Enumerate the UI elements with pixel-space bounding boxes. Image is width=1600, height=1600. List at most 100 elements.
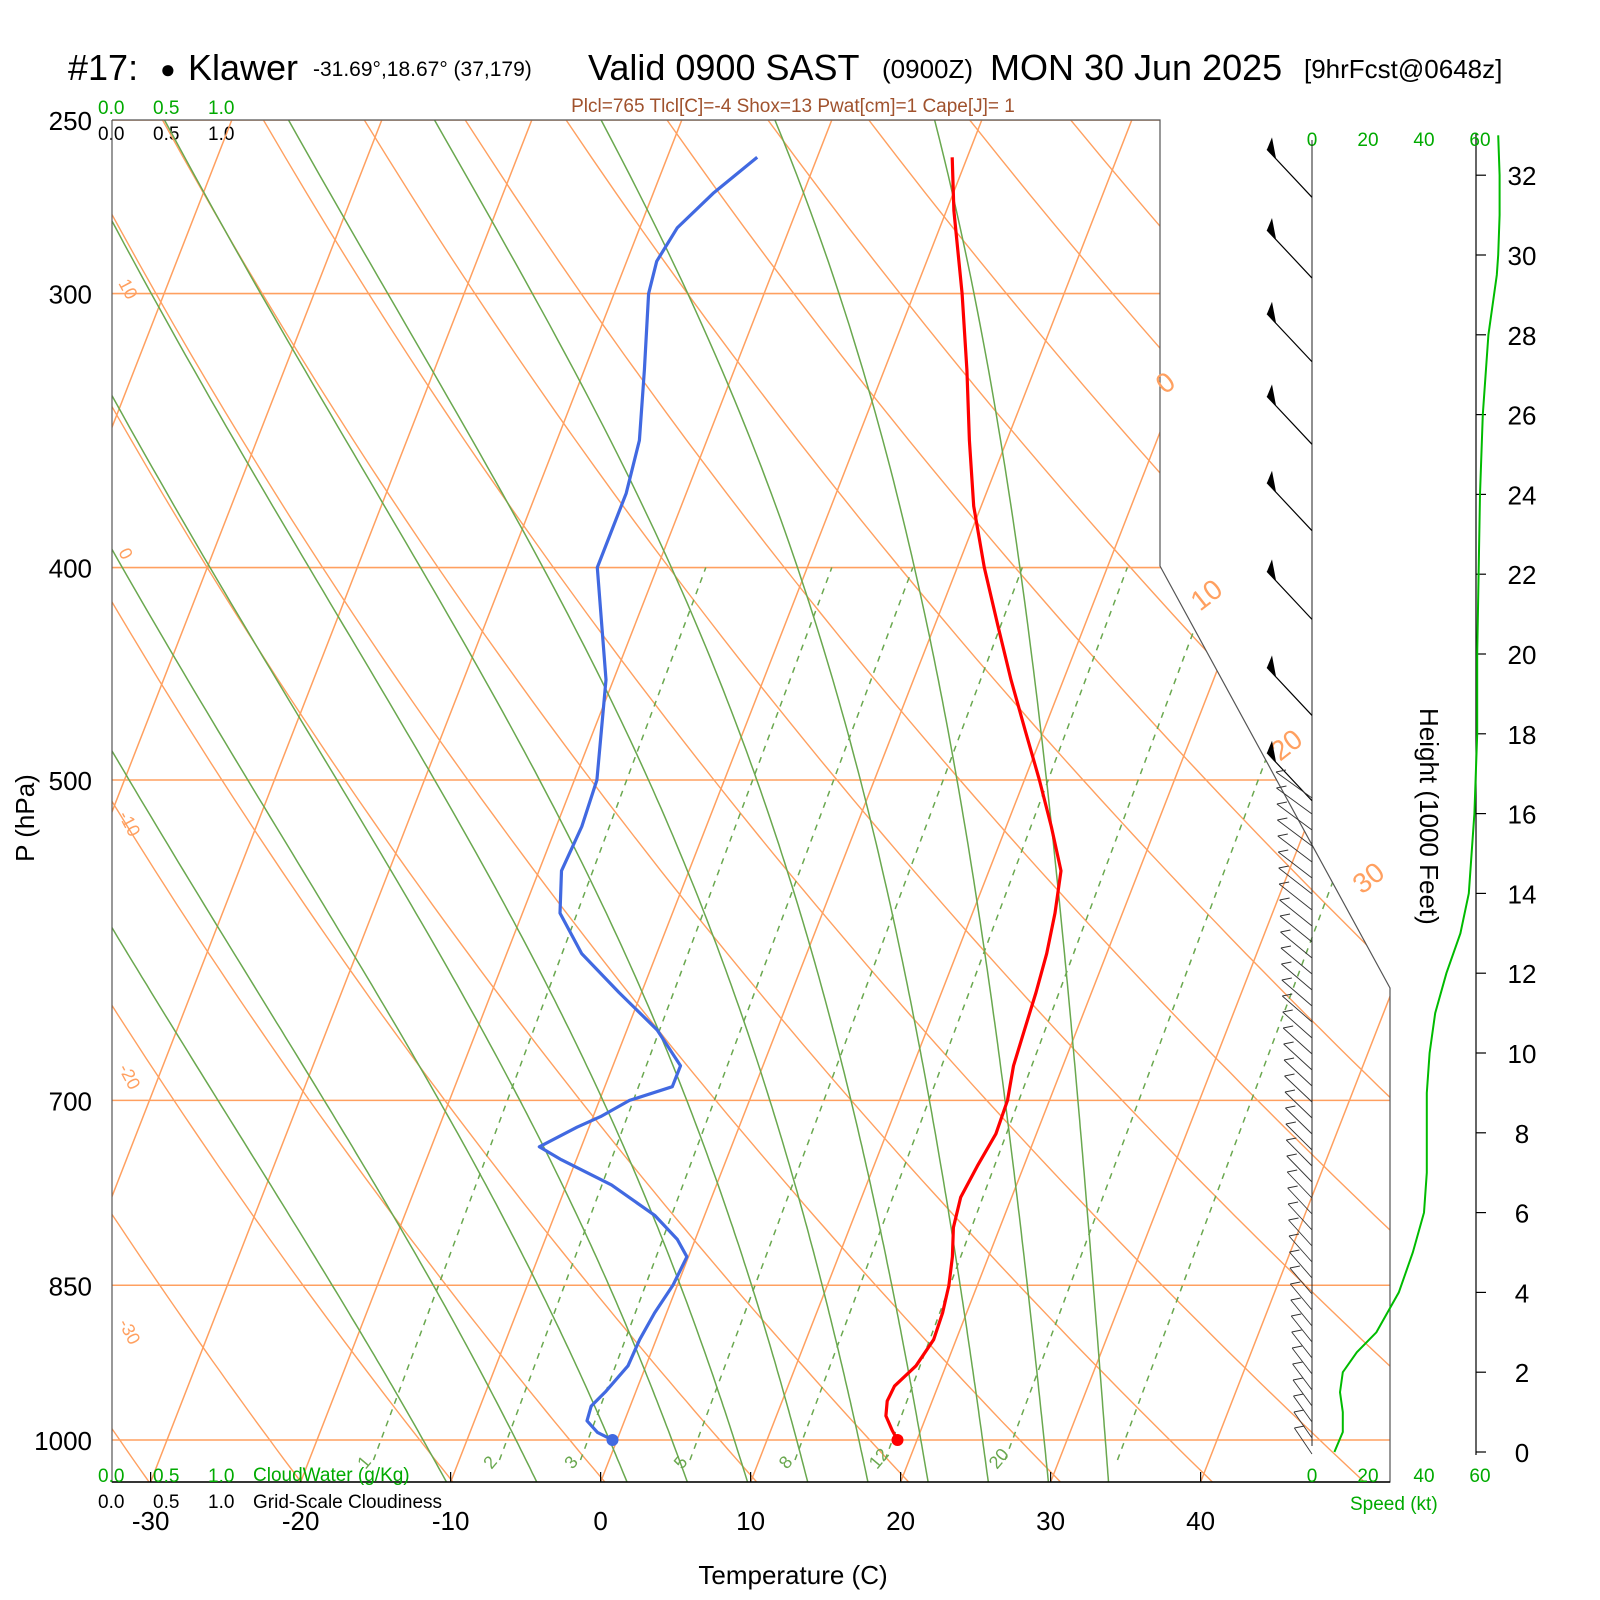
surface-temperature-marker	[891, 1434, 904, 1446]
mixing-ratio-label: 5	[670, 1452, 692, 1473]
mixing-ratio-label: 2	[479, 1452, 501, 1473]
wind-barb	[1284, 1091, 1313, 1119]
wind-barb	[1282, 1027, 1313, 1055]
zulu-time: (0900Z)	[882, 54, 973, 84]
x-tick-label: 20	[886, 1506, 915, 1536]
dewpoint-profile	[537, 156, 759, 1442]
pressure-tick-label: 300	[49, 280, 92, 310]
wind-barb-feather	[1283, 1057, 1295, 1061]
wind-barb	[1293, 1411, 1313, 1439]
height-tick-label: 20	[1508, 640, 1537, 670]
isotherm-label: -20	[114, 1060, 144, 1092]
wind-barb	[1266, 395, 1313, 445]
dry-adiabat	[1138, 120, 1390, 1482]
wind-barb	[1280, 931, 1313, 959]
wind-barb-feather	[1279, 897, 1290, 901]
wind-barb-feather	[1289, 1265, 1300, 1269]
dry-adiabat	[112, 120, 305, 1482]
wind-barb-feather	[1278, 849, 1289, 853]
moist-adiabat	[143, 120, 810, 1482]
chart-header: #17: ● Klawer -31.69°,18.67° (37,179) Va…	[68, 47, 1502, 117]
dry-adiabat	[639, 120, 1390, 1482]
wind-barb-feather	[1288, 1217, 1299, 1221]
wind-barb	[1281, 995, 1313, 1023]
wind-barb	[1278, 867, 1313, 895]
wind-barb	[1281, 979, 1313, 1007]
isotherm-label: 0	[114, 544, 136, 562]
wind-barb-feather	[1291, 1329, 1302, 1333]
wind-barb-feather	[1287, 1185, 1298, 1189]
wind-barb-flag	[1267, 470, 1276, 492]
wind-barb	[1266, 148, 1313, 198]
speed-tick-label: 60	[1469, 1466, 1490, 1487]
wind-barb	[1279, 915, 1313, 943]
wind-barb	[1288, 1219, 1313, 1247]
surface-dewpoint-marker	[606, 1434, 619, 1446]
wind-barb	[1293, 1427, 1313, 1455]
wind-barb-flag	[1267, 137, 1276, 159]
wind-barb	[1266, 667, 1313, 716]
wind-barb	[1285, 1123, 1313, 1151]
cloudwater-tick: 0.0	[98, 1466, 124, 1487]
wind-barb-flag	[1267, 384, 1276, 406]
wind-barb-feather	[1291, 1313, 1302, 1317]
moist-adiabat	[112, 120, 450, 1482]
cloudwater-tick: 0.5	[153, 1466, 179, 1487]
dry-adiabat	[112, 120, 610, 1482]
isotherm	[112, 120, 383, 1482]
pressure-tick-label: 700	[49, 1086, 92, 1116]
y-axis-title: P (hPa)	[10, 774, 40, 862]
wind-barb	[1286, 1155, 1313, 1183]
dry-adiabat	[539, 120, 1390, 1482]
mixing-ratio-line	[579, 567, 914, 1461]
wind-barb	[1290, 1315, 1313, 1343]
mixing-ratio-line	[794, 567, 1129, 1461]
wind-barb	[1278, 883, 1313, 911]
wind-barb-feather	[1281, 977, 1292, 981]
wind-panel: 0246810121416182022242628303200202040406…	[1266, 130, 1537, 1515]
x-tick-label: 40	[1186, 1506, 1215, 1536]
wind-barb-feather	[1290, 1281, 1301, 1285]
cloudwater-tick: 0.0	[98, 98, 124, 119]
isotherm	[749, 120, 1283, 1482]
wind-barb-feather	[1290, 1297, 1301, 1301]
wind-barb	[1282, 1011, 1313, 1039]
wind-barb-feather	[1292, 1377, 1304, 1381]
cloudiness-tick: 0.0	[98, 1492, 124, 1513]
x-tick-label: 10	[736, 1506, 765, 1536]
mixing-ratio-label: 8	[775, 1452, 797, 1473]
wind-barb-feather	[1288, 1233, 1300, 1237]
wind-barb	[1289, 1283, 1313, 1311]
height-tick-label: 28	[1508, 321, 1537, 351]
wind-barb	[1275, 771, 1313, 799]
isotherm	[449, 120, 983, 1482]
plot-border	[111, 119, 1391, 1483]
wind-barb	[1266, 570, 1313, 620]
wind-barb-feather	[1284, 1073, 1295, 1077]
wind-barb-feather	[1292, 1345, 1303, 1349]
wind-barb	[1285, 1107, 1313, 1135]
wind-barb-feather	[1288, 1201, 1299, 1205]
dry-adiabat	[112, 120, 457, 1482]
wind-barb-feather	[1293, 1393, 1304, 1397]
moist-adiabat	[112, 120, 750, 1482]
wind-barb-feather	[1277, 817, 1288, 821]
wind-barb-feather	[1285, 1105, 1296, 1109]
speed-tick-label: 20	[1357, 130, 1378, 151]
wind-barb	[1287, 1203, 1313, 1231]
isotherm-label: 10	[114, 275, 141, 302]
cloudiness-tick: 1.0	[208, 124, 234, 145]
dry-adiabat	[112, 120, 762, 1482]
mixing-ratio-label: 20	[985, 1444, 1013, 1472]
wind-barb	[1283, 1059, 1313, 1087]
wind-barb-feather	[1276, 801, 1287, 805]
speed-tick-label: 60	[1469, 130, 1490, 151]
wind-barb	[1291, 1331, 1313, 1359]
pressure-tick-label: 500	[49, 766, 92, 796]
wind-barb	[1290, 1299, 1313, 1327]
x-tick-label: 30	[1036, 1506, 1065, 1536]
wind-barb	[1281, 963, 1313, 991]
wind-barb-feather	[1277, 833, 1288, 837]
